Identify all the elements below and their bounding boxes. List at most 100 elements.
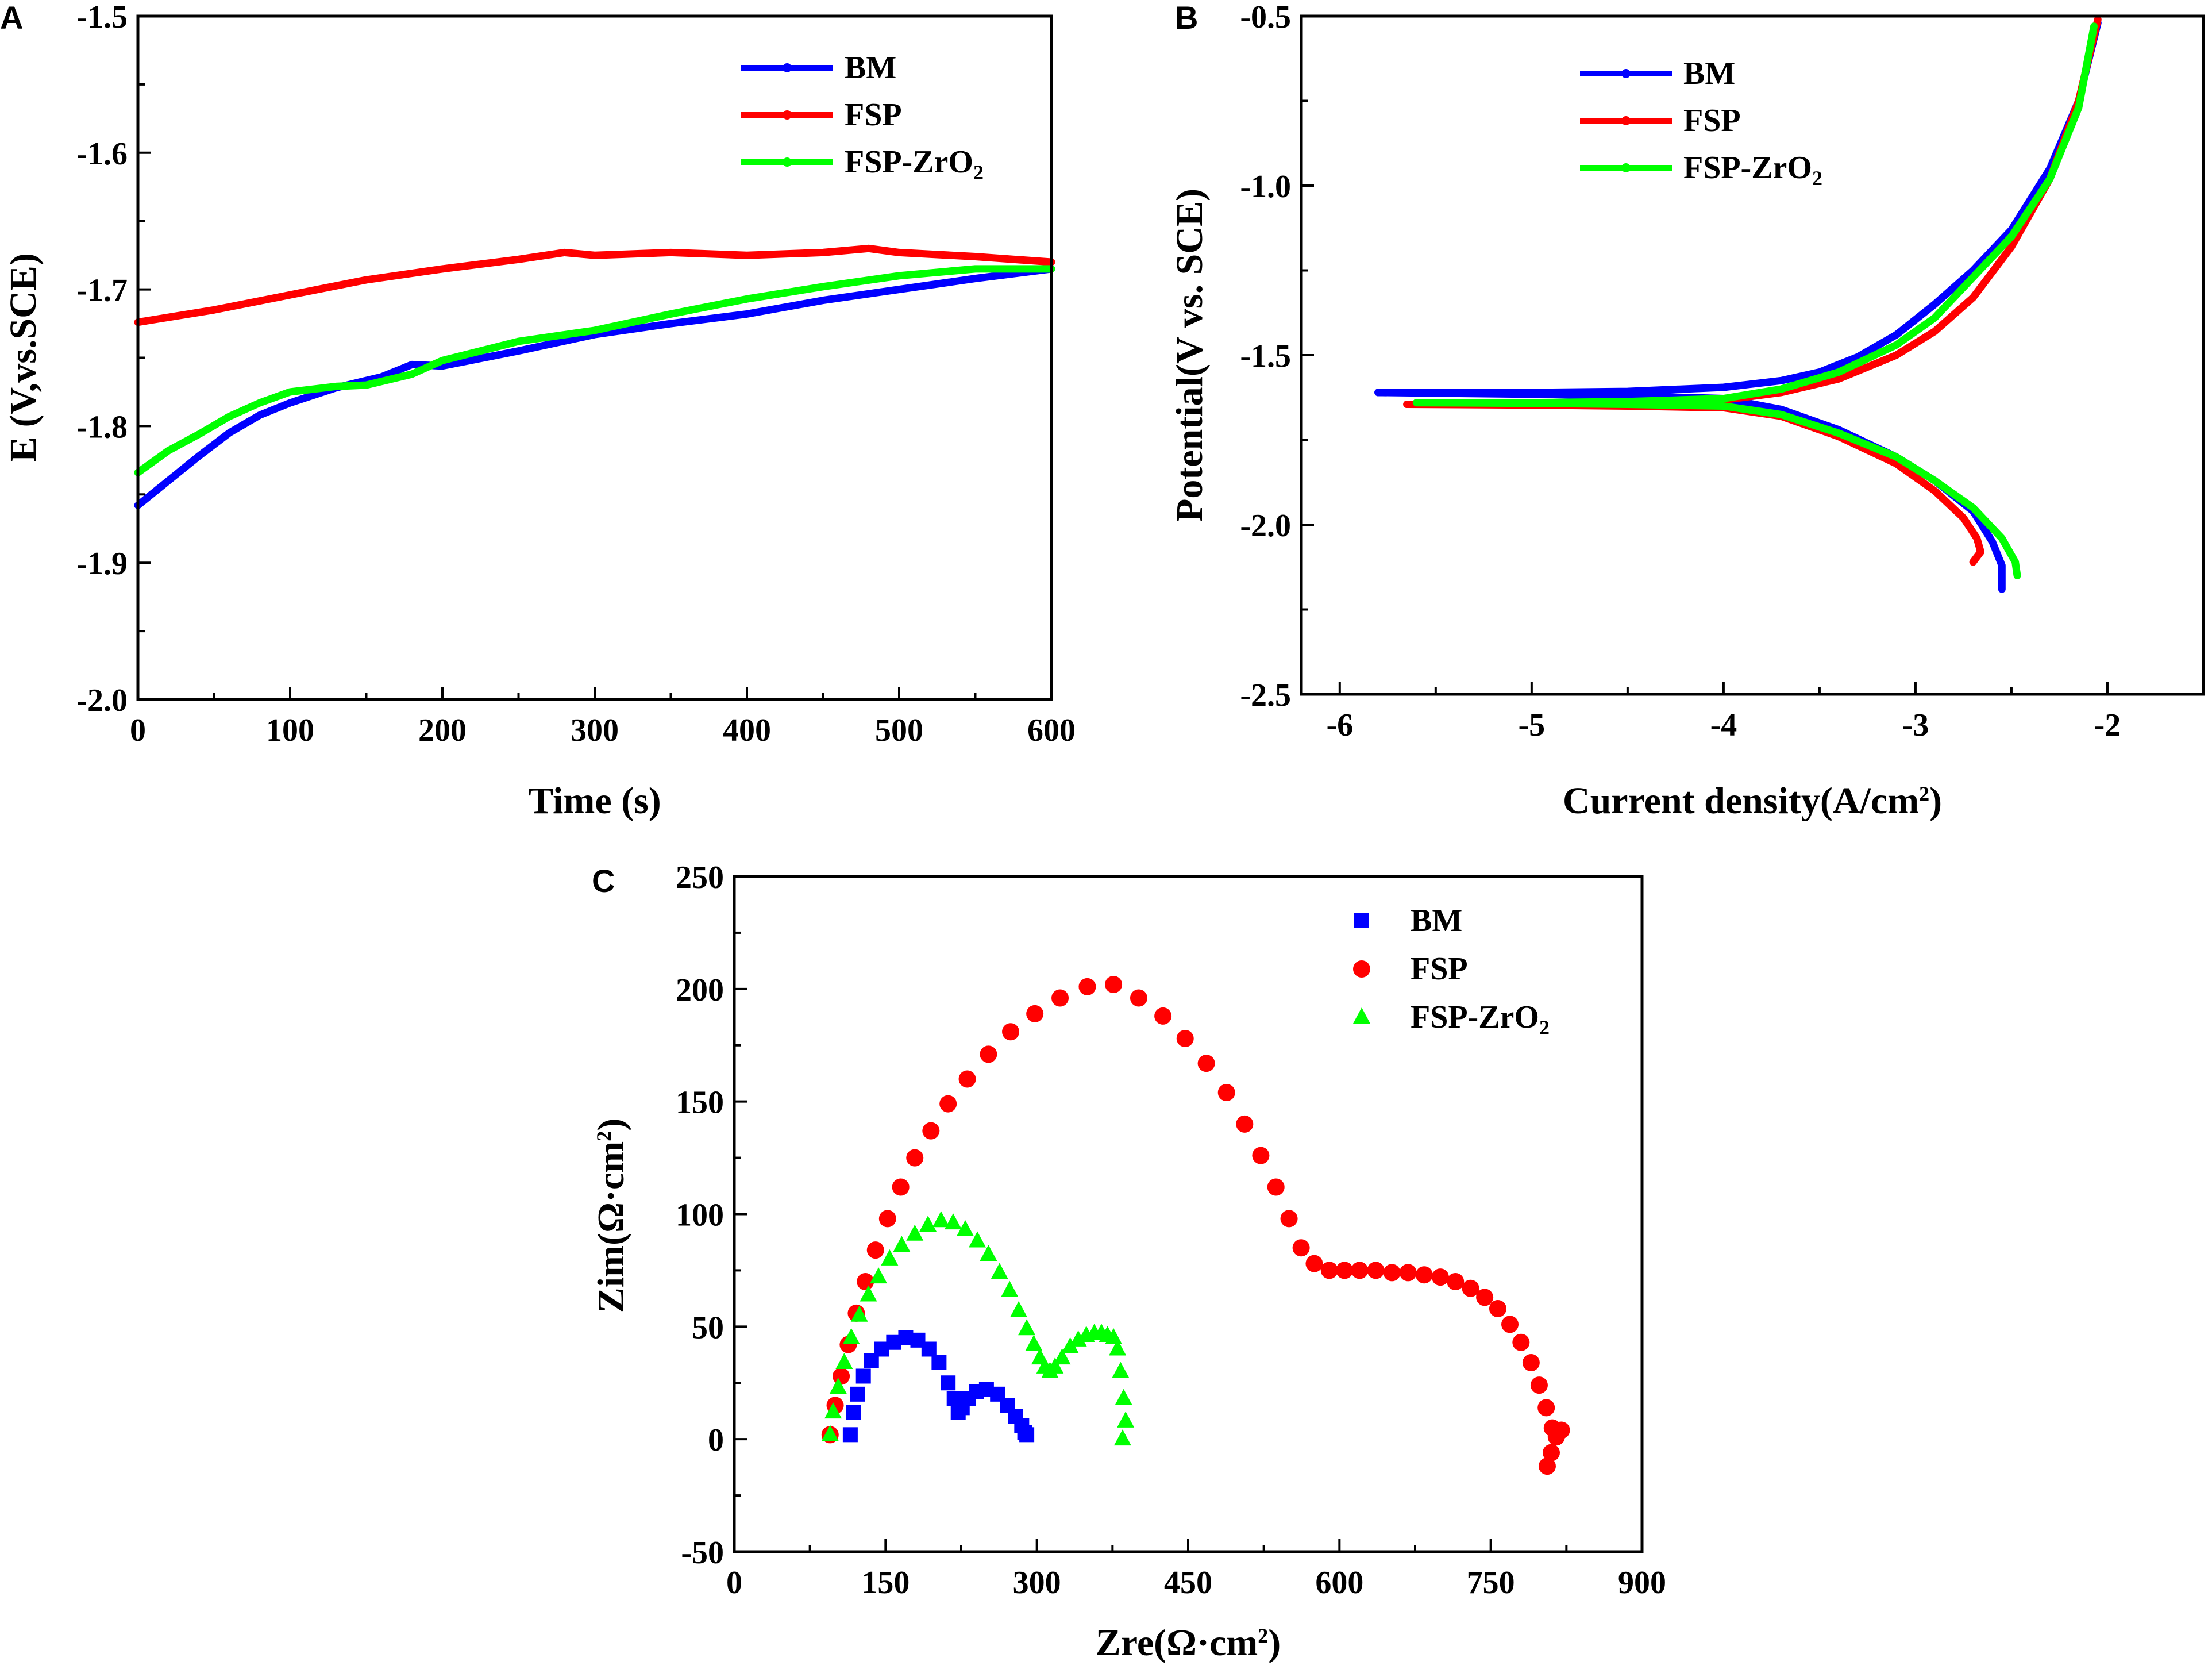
panel-c-point-fsp-zro2	[870, 1267, 888, 1284]
panel-a-ytick-label: -1.7	[76, 273, 128, 309]
legend-label: BM	[1411, 903, 1462, 939]
panel-c-point-fsp-zro2	[969, 1231, 986, 1248]
panel-c-point-fsp-zro2	[991, 1263, 1008, 1279]
panel-c-point-fsp-zro2	[1046, 1357, 1064, 1374]
panel-c-point-fsp-zro2	[881, 1249, 899, 1266]
panel-b-xtick-label: -3	[1902, 707, 1929, 743]
panel-c-point-fsp-zro2	[842, 1328, 860, 1344]
legend-label: FSP-ZrO2	[1683, 150, 1822, 190]
panel-c-point-fsp-zro2	[850, 1305, 868, 1322]
panel-a: A 0 100 200 300 400 500 600 -2.0 -1.9 -1.8 -1.7 -1.…	[0, 0, 1076, 822]
panel-c-ylabel: Zim(Ω·cm2)	[590, 1118, 632, 1313]
panel-c-point-fsp	[1292, 1239, 1310, 1257]
panel-c-point-fsp-zro2	[1025, 1334, 1043, 1351]
panel-b: B -6 -5 -4 -3 -2 -2.5 -2.0 -1.5 -1.0 -0.5 BM FSP FS…	[1169, 0, 2205, 822]
panel-c-point-fsp-zro2	[1115, 1389, 1132, 1405]
panel-c-point-fsp	[1217, 1084, 1235, 1101]
legend-label: FSP	[1411, 951, 1468, 987]
legend-swatch-marker	[783, 110, 792, 120]
panel-c-ytick-label: -50	[681, 1535, 724, 1571]
panel-b-label: B	[1175, 0, 1198, 36]
panel-c-point-fsp	[1105, 976, 1123, 993]
legend-swatch-marker	[1621, 116, 1631, 125]
panel-c-point-fsp	[1002, 1023, 1020, 1041]
panel-c-xlabel: Zre(Ω·cm2)	[1096, 1622, 1281, 1664]
panel-c-point-fsp-zro2	[1112, 1362, 1130, 1378]
panel-c-xtick-label: 450	[1164, 1565, 1212, 1601]
panel-c-xtick-label: 0	[726, 1565, 742, 1601]
panel-c-point-fsp	[833, 1367, 850, 1385]
panel-c-point-fsp	[1462, 1279, 1479, 1297]
panel-c-point-fsp	[1305, 1255, 1323, 1272]
panel-c-point-fsp-zro2	[932, 1211, 950, 1228]
panel-b-ytick-label: -1.0	[1240, 169, 1291, 205]
legend-label: FSP	[1683, 103, 1741, 139]
panel-c-point-fsp	[1530, 1376, 1548, 1394]
panel-a-xtick-label: 100	[266, 713, 314, 748]
panel-c-point-fsp-zro2	[919, 1216, 937, 1232]
panel-c-point-fsp	[1267, 1178, 1285, 1196]
panel-c-xtick-label: 600	[1315, 1565, 1363, 1601]
panel-c-point-fsp	[1489, 1300, 1506, 1317]
panel-c-ytick-label: 200	[676, 972, 724, 1008]
panel-c-point-fsp	[1447, 1273, 1465, 1290]
panel-b-xlabel: Current density(A/cm2)	[1563, 780, 1942, 822]
panel-c: C 0 150 300 450 600 750 900-50050100150200250 …	[590, 860, 1666, 1664]
panel-a-ytick-label: -1.5	[76, 0, 128, 35]
panel-c-xtick-label: 150	[861, 1565, 910, 1601]
panel-c-point-fsp	[922, 1122, 940, 1140]
panel-c-ytick-label: 250	[676, 860, 724, 895]
panel-c-point-bm	[855, 1368, 871, 1384]
panel-c-point-bm	[1019, 1427, 1035, 1443]
panel-c-point-bm	[850, 1386, 865, 1402]
panel-c-point-fsp	[1383, 1264, 1401, 1282]
panel-c-ytick-label: 50	[692, 1310, 724, 1345]
panel-c-point-fsp	[1236, 1115, 1254, 1133]
panel-c-frame	[733, 875, 1644, 1553]
panel-a-label: A	[0, 0, 23, 36]
panel-b-series-line-0-0	[1374, 19, 2102, 397]
panel-c-point-fsp	[1026, 1005, 1044, 1022]
panel-c-point-fsp	[1320, 1262, 1338, 1279]
panel-a-series-line-1-0	[134, 244, 1055, 326]
panel-c-point-fsp-zro2	[1069, 1330, 1087, 1347]
panel-c-point-fsp	[939, 1095, 957, 1113]
panel-c-point-fsp-zro2	[906, 1224, 924, 1241]
panel-a-xtick-label: 200	[418, 713, 467, 748]
panel-c-label: C	[592, 863, 615, 899]
panel-b-series-line-2-1	[1412, 399, 2021, 579]
panel-a-ytick-label: -1.9	[76, 546, 128, 582]
panel-c-point-fsp	[1336, 1262, 1354, 1279]
panel-c-point-fsp	[906, 1149, 924, 1167]
panel-c-point-fsp-zro2	[824, 1402, 842, 1419]
panel-c-point-fsp	[1078, 978, 1096, 995]
panel-c-point-fsp-zro2	[1001, 1280, 1019, 1297]
panel-a-xtick-label: 500	[875, 713, 923, 748]
panel-c-point-fsp-zro2	[1113, 1429, 1131, 1446]
panel-c-point-fsp-zro2	[1018, 1319, 1036, 1336]
panel-c-point-fsp-zro2	[980, 1245, 997, 1261]
panel-b-ytick-label: -1.5	[1240, 339, 1291, 374]
panel-c-point-bm	[842, 1427, 858, 1443]
panel-a-ytick-label: -1.8	[76, 409, 128, 445]
legend-label: FSP-ZrO2	[1411, 999, 1550, 1039]
panel-c-point-fsp-zro2	[1109, 1339, 1127, 1356]
panel-c-point-fsp-zro2	[1010, 1301, 1028, 1317]
panel-c-point-fsp-zro2	[1053, 1348, 1071, 1365]
panel-a-ylabel: E (V,vs.SCE)	[2, 253, 44, 462]
legend-label: FSP-ZrO2	[845, 144, 984, 184]
panel-c-point-bm	[941, 1375, 956, 1391]
panel-c-point-fsp	[1431, 1268, 1449, 1286]
legend-label: BM	[845, 50, 896, 86]
panel-a-xtick-label: 600	[1027, 713, 1076, 748]
panel-a-xlabel: Time (s)	[528, 780, 661, 822]
panel-c-point-fsp	[1537, 1399, 1555, 1417]
panel-c-point-fsp	[958, 1070, 976, 1088]
panel-c-point-fsp-zro2	[821, 1425, 839, 1441]
panel-b-xtick-label: -5	[1519, 707, 1546, 743]
panel-c-point-fsp	[1130, 989, 1147, 1007]
panel-b-xtick-label: -2	[2094, 707, 2121, 743]
panel-c-point-fsp	[892, 1178, 910, 1196]
panel-a-series-line-0-0	[134, 265, 1055, 509]
panel-c-xtick-label: 900	[1618, 1565, 1666, 1601]
